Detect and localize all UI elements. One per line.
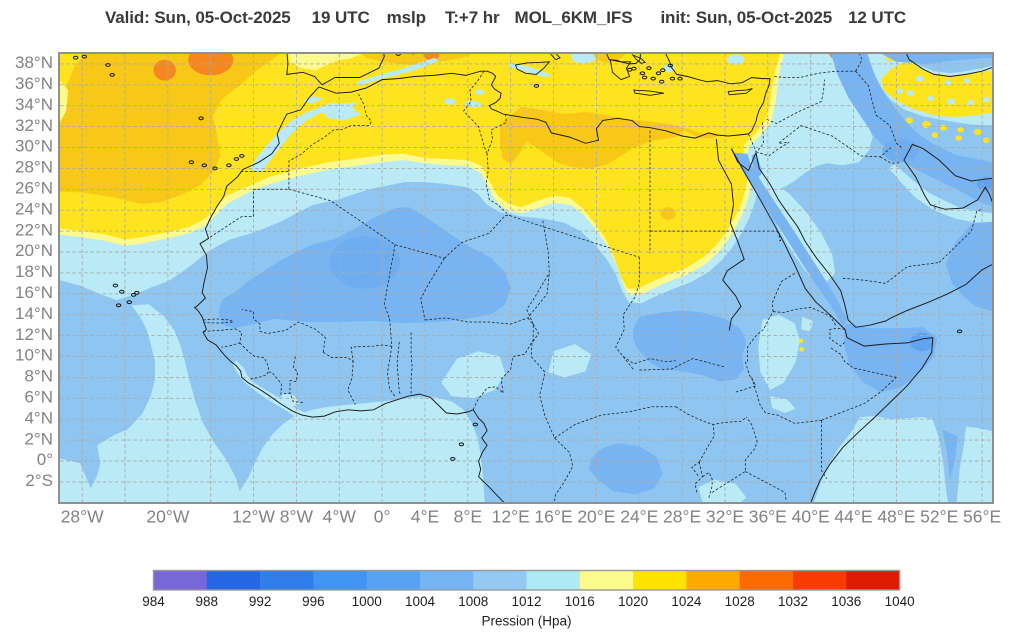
svg-text:4°N: 4°N	[24, 408, 53, 427]
svg-text:988: 988	[196, 594, 219, 609]
svg-text:1016: 1016	[565, 594, 595, 609]
svg-text:0°: 0°	[374, 507, 391, 527]
svg-text:52°E: 52°E	[920, 507, 958, 527]
svg-text:44°E: 44°E	[834, 507, 872, 527]
svg-text:12°N: 12°N	[15, 325, 53, 344]
svg-text:8°W: 8°W	[280, 507, 314, 527]
svg-text:2°S: 2°S	[25, 471, 53, 490]
svg-text:1032: 1032	[778, 594, 808, 609]
svg-text:24°N: 24°N	[15, 199, 53, 218]
svg-text:996: 996	[302, 594, 325, 609]
svg-text:22°N: 22°N	[15, 220, 53, 239]
svg-text:20°W: 20°W	[146, 507, 189, 527]
svg-text:24°E: 24°E	[620, 507, 658, 527]
svg-text:1004: 1004	[405, 594, 436, 609]
svg-text:984: 984	[142, 594, 165, 609]
svg-text:56°E: 56°E	[963, 507, 1001, 527]
svg-text:1028: 1028	[725, 594, 755, 609]
svg-text:28°N: 28°N	[15, 158, 53, 177]
svg-text:12°E: 12°E	[492, 507, 530, 527]
svg-text:16°N: 16°N	[15, 283, 53, 302]
svg-text:8°E: 8°E	[454, 507, 482, 527]
svg-text:4°W: 4°W	[323, 507, 357, 527]
svg-text:0°: 0°	[37, 450, 53, 469]
svg-text:30°N: 30°N	[15, 137, 53, 156]
svg-text:Pression (Hpa): Pression (Hpa)	[481, 614, 571, 629]
svg-text:1020: 1020	[618, 594, 648, 609]
svg-text:18°N: 18°N	[15, 262, 53, 281]
svg-text:1024: 1024	[671, 594, 702, 609]
svg-text:8°N: 8°N	[24, 367, 53, 386]
svg-text:34°N: 34°N	[15, 95, 53, 114]
svg-text:12°W: 12°W	[232, 507, 275, 527]
svg-text:28°E: 28°E	[663, 507, 701, 527]
svg-text:2°N: 2°N	[24, 429, 53, 448]
svg-text:16°E: 16°E	[534, 507, 572, 527]
svg-text:1040: 1040	[885, 594, 915, 609]
svg-text:36°N: 36°N	[15, 74, 53, 93]
svg-text:4°E: 4°E	[411, 507, 439, 527]
svg-text:992: 992	[249, 594, 272, 609]
svg-text:32°E: 32°E	[706, 507, 744, 527]
svg-text:28°W: 28°W	[61, 507, 104, 527]
svg-text:38°N: 38°N	[15, 53, 53, 72]
svg-text:6°N: 6°N	[24, 388, 53, 407]
svg-text:1000: 1000	[352, 594, 382, 609]
svg-text:1036: 1036	[831, 594, 861, 609]
svg-text:32°N: 32°N	[15, 116, 53, 135]
svg-text:1008: 1008	[458, 594, 488, 609]
svg-text:10°N: 10°N	[15, 346, 53, 365]
svg-text:14°N: 14°N	[15, 304, 53, 323]
svg-text:26°N: 26°N	[15, 179, 53, 198]
svg-text:1012: 1012	[511, 594, 541, 609]
svg-text:40°E: 40°E	[792, 507, 830, 527]
svg-text:36°E: 36°E	[749, 507, 787, 527]
svg-text:20°E: 20°E	[577, 507, 615, 527]
svg-text:48°E: 48°E	[877, 507, 915, 527]
svg-text:20°N: 20°N	[15, 241, 53, 260]
